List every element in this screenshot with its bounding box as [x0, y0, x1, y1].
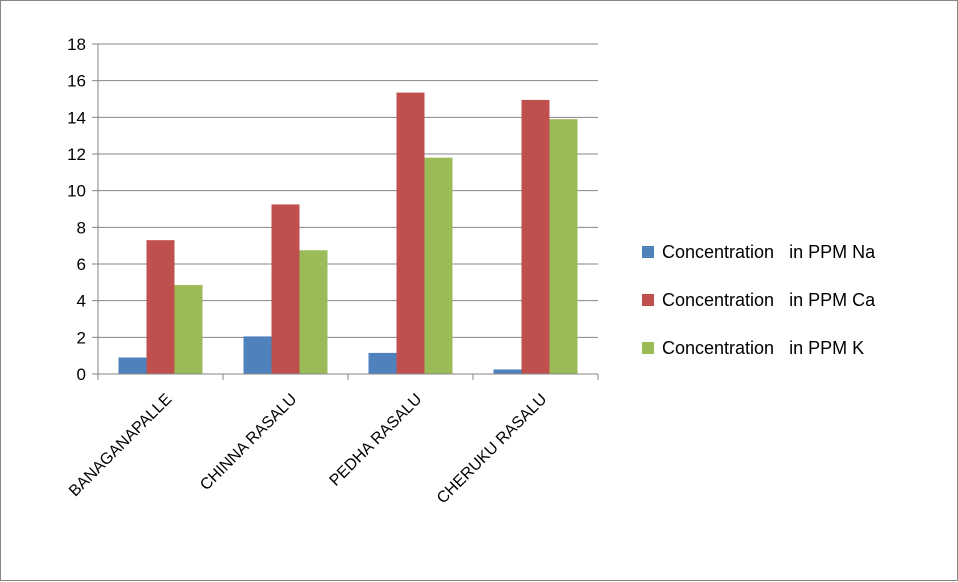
legend-swatch: [642, 246, 654, 258]
legend-label: Concentration in PPM K: [662, 338, 864, 358]
y-tick-label: 2: [77, 328, 86, 347]
y-tick-label: 6: [77, 255, 86, 274]
legend: Concentration in PPM Na Concentration in …: [642, 242, 876, 358]
y-tick-label: 4: [77, 292, 86, 311]
y-tick-label: 8: [77, 218, 86, 237]
bar: [299, 250, 328, 374]
y-tick-label: 18: [67, 35, 86, 54]
x-tick-label: CHERUKU RASALU: [434, 391, 550, 507]
y-tick-label: 14: [67, 108, 86, 127]
bar: [174, 285, 203, 374]
bar: [424, 157, 453, 374]
bar: [396, 92, 425, 374]
y-tick-label: 10: [67, 182, 86, 201]
bar: [368, 352, 397, 374]
bar: [521, 99, 550, 375]
bar: [146, 240, 175, 374]
x-tick-label: PEDHA RASALU: [327, 391, 426, 490]
bar: [549, 119, 578, 375]
legend-swatch: [642, 294, 654, 306]
legend-swatch: [642, 342, 654, 354]
y-tick-labels: 0 2 4 6 8 10 12 14 16 18: [67, 35, 86, 384]
legend-label: Concentration in PPM Na: [662, 242, 876, 262]
bar: [493, 369, 522, 374]
y-tick-label: 0: [77, 365, 86, 384]
bar: [118, 357, 147, 374]
legend-label: Concentration in PPM Ca: [662, 290, 876, 310]
x-tick-label: CHINNA RASALU: [197, 391, 300, 494]
bars: [118, 92, 578, 375]
y-tick-label: 16: [67, 72, 86, 91]
axes: [92, 43, 599, 380]
bar: [271, 204, 300, 374]
x-tick-labels: BANAGANAPALLE CHINNA RASALU PEDHA RASALU CH…: [66, 391, 550, 507]
y-tick-label: 12: [67, 145, 86, 164]
bar: [243, 336, 272, 374]
x-tick-label: BANAGANAPALLE: [66, 391, 175, 500]
